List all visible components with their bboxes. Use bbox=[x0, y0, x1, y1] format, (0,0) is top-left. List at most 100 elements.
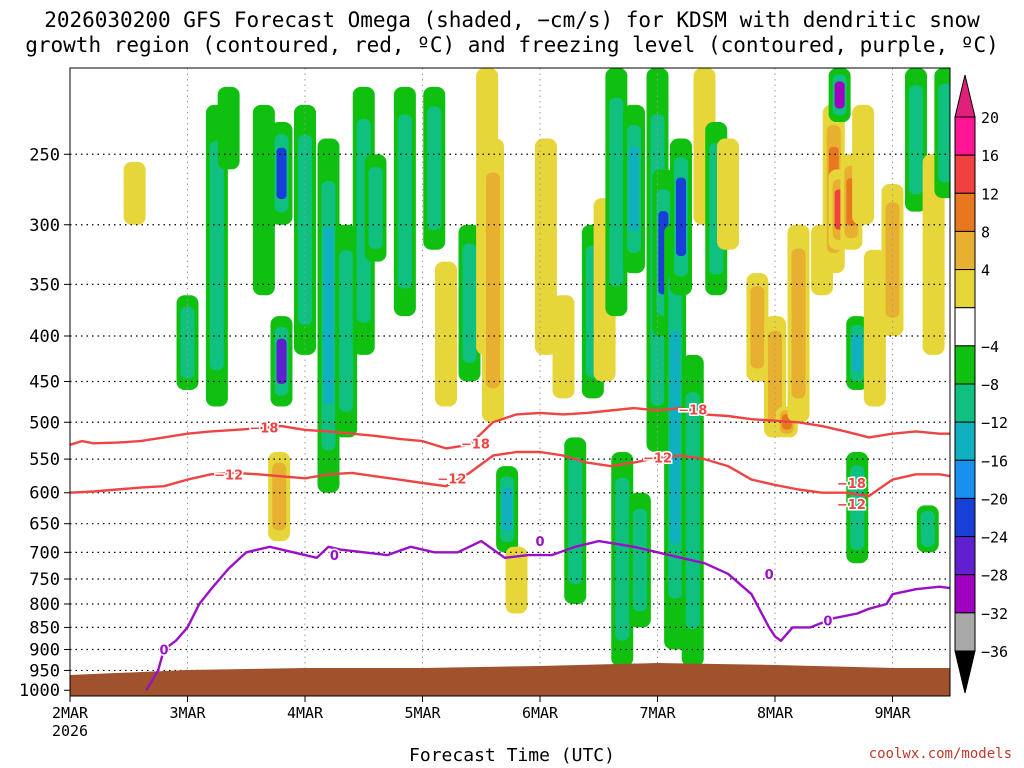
colorbar-swatch bbox=[954, 612, 976, 652]
omega-cell bbox=[629, 146, 639, 232]
colorbar-label: −28 bbox=[981, 567, 1008, 585]
colorbar-label: −20 bbox=[981, 490, 1008, 508]
contour-label-zero: 0 bbox=[535, 535, 544, 550]
omega-cell bbox=[922, 154, 945, 355]
y-tick-label: 950 bbox=[29, 661, 60, 681]
omega-cell bbox=[427, 106, 442, 231]
omega-cell bbox=[568, 457, 583, 584]
omega-cell bbox=[534, 138, 557, 355]
y-tick-label: 650 bbox=[29, 515, 60, 535]
contour-label-minus12: −12 bbox=[643, 452, 672, 467]
omega-cell bbox=[502, 487, 513, 531]
y-tick-label: 800 bbox=[29, 595, 60, 615]
x-tick-label: 2MAR bbox=[52, 704, 89, 722]
colorbar-swatch bbox=[954, 497, 976, 538]
omega-cell bbox=[272, 462, 287, 531]
colorbar-swatch bbox=[954, 154, 976, 194]
x-axis-label: Forecast Time (UTC) bbox=[409, 745, 615, 766]
y-tick-label: 850 bbox=[29, 618, 60, 638]
x-tick-label: 9MAR bbox=[874, 704, 911, 722]
colorbar-label: −32 bbox=[981, 605, 1008, 623]
omega-cell bbox=[397, 114, 412, 289]
contour-label-zero: 0 bbox=[159, 644, 168, 659]
omega-cell bbox=[670, 330, 681, 544]
omega-cell bbox=[209, 141, 224, 371]
omega-cell bbox=[298, 134, 312, 325]
colorbar-label: −16 bbox=[981, 452, 1008, 470]
contour-label-minus12: −12 bbox=[437, 472, 466, 487]
colorbar-label: −12 bbox=[981, 414, 1008, 432]
y-tick-label: 900 bbox=[29, 641, 60, 661]
colorbar-label: 4 bbox=[981, 262, 990, 280]
colorbar-label: −24 bbox=[981, 529, 1008, 547]
omega-cell bbox=[791, 248, 806, 399]
contour-label-minus18: −18 bbox=[678, 404, 707, 419]
omega-cell bbox=[615, 477, 630, 641]
omega-cell bbox=[850, 465, 865, 550]
omega-cell bbox=[180, 306, 195, 379]
colorbar-swatch bbox=[954, 383, 976, 423]
colorbar-swatch bbox=[954, 307, 976, 347]
colorbar-label: 8 bbox=[981, 223, 990, 241]
colorbar-swatch bbox=[954, 574, 976, 614]
colorbar-swatch bbox=[954, 536, 976, 576]
dgz-minus12-contour bbox=[70, 450, 950, 498]
omega-cell bbox=[339, 250, 354, 412]
omega-cell bbox=[368, 167, 383, 249]
dgz-minus18-contour bbox=[70, 406, 950, 450]
y-tick-label: 250 bbox=[29, 145, 60, 165]
credit-text: coolwx.com/models bbox=[868, 746, 1012, 762]
omega-cell bbox=[852, 104, 875, 225]
omega-cell bbox=[676, 177, 686, 257]
omega-cell bbox=[885, 202, 900, 318]
omega-cell bbox=[276, 338, 287, 384]
omega-cell bbox=[462, 243, 477, 363]
colorbar-label: 12 bbox=[981, 185, 999, 203]
omega-cell bbox=[834, 81, 845, 109]
omega-cell bbox=[920, 511, 935, 547]
contour-label-zero: 0 bbox=[765, 568, 774, 583]
y-tick-label: 350 bbox=[29, 275, 60, 295]
y-tick-label: 500 bbox=[29, 413, 60, 433]
omega-cell bbox=[252, 104, 275, 296]
colorbar-swatch bbox=[954, 345, 976, 385]
colorbar-label: −36 bbox=[981, 643, 1008, 661]
x-tick-label: 3MAR bbox=[169, 704, 206, 722]
colorbar-swatch bbox=[954, 459, 976, 499]
colorbar-max-arrow bbox=[954, 74, 976, 118]
y-tick-label: 300 bbox=[29, 216, 60, 236]
contour-label-minus18: −18 bbox=[837, 477, 866, 492]
freezing-level-contour bbox=[145, 539, 950, 691]
y-tick-label: 550 bbox=[29, 450, 60, 470]
colorbar-swatch bbox=[954, 421, 976, 461]
contour-label-minus18: −18 bbox=[249, 422, 278, 437]
omega-cell bbox=[552, 295, 575, 399]
colorbar-swatch bbox=[954, 116, 976, 156]
omega-cell bbox=[632, 508, 647, 612]
omega-cell bbox=[609, 97, 624, 287]
colorbar-label: −4 bbox=[981, 338, 999, 356]
y-tick-label: 450 bbox=[29, 373, 60, 393]
omega-cell bbox=[505, 546, 528, 614]
y-tick-label: 700 bbox=[29, 543, 60, 563]
y-tick-label: 600 bbox=[29, 484, 60, 504]
omega-cell bbox=[217, 86, 240, 170]
x-tick-label: 4MAR bbox=[287, 704, 324, 722]
omega-cell bbox=[435, 261, 457, 407]
colorbar-label: −8 bbox=[981, 376, 999, 394]
x-tick-label: 8MAR bbox=[757, 704, 794, 722]
omega-cell bbox=[938, 83, 950, 183]
contour-label-minus12: −12 bbox=[214, 468, 243, 483]
colorbar-swatch bbox=[954, 192, 976, 232]
contour-label-zero: 0 bbox=[330, 549, 339, 564]
colorbar-min-arrow bbox=[954, 650, 976, 694]
contour-label-minus18: −18 bbox=[461, 437, 490, 452]
omega-cell bbox=[852, 334, 863, 372]
y-tick-label: 1000 bbox=[19, 681, 60, 701]
omega-cell bbox=[123, 161, 146, 225]
contour-label-minus12: −12 bbox=[837, 498, 866, 513]
omega-cell bbox=[750, 286, 765, 369]
colorbar-swatch bbox=[954, 269, 976, 309]
x-tick-label: 6MAR bbox=[522, 704, 559, 722]
